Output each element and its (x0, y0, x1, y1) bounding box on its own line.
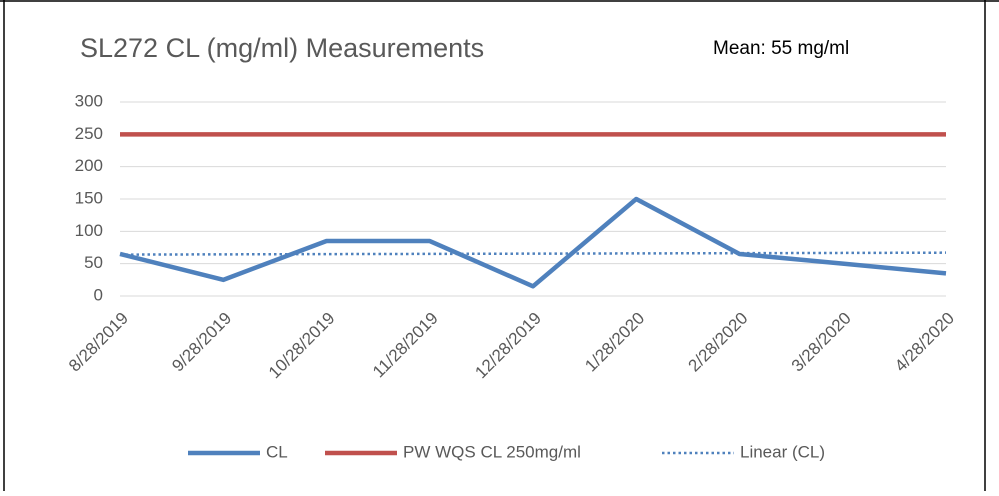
y-tick-label: 0 (94, 285, 103, 304)
y-tick-label: 250 (75, 124, 103, 143)
legend-label: Linear (CL) (740, 442, 825, 461)
y-tick-label: 50 (84, 253, 103, 272)
x-tick-label: 2/28/2020 (685, 309, 752, 376)
series-line (119, 251, 947, 256)
series-line (119, 196, 947, 289)
y-tick-label: 150 (75, 188, 103, 207)
y-tick-label: 100 (75, 221, 103, 240)
x-tick-label: 1/28/2020 (581, 309, 648, 376)
x-tick-label: 8/28/2019 (65, 309, 132, 376)
x-tick-label: 4/28/2020 (891, 309, 958, 376)
legend-label: CL (266, 442, 288, 461)
x-tick-label: 10/28/2019 (265, 309, 339, 383)
x-tick-label: 12/28/2019 (471, 309, 545, 383)
x-tick-label: 11/28/2019 (369, 309, 442, 382)
annotation: Mean: 55 mg/ml (713, 38, 849, 59)
x-tick-label: 3/28/2020 (788, 309, 855, 376)
y-tick-label: 200 (75, 156, 103, 175)
y-tick-label: 300 (75, 91, 103, 110)
legend-label: PW WQS CL 250mg/ml (403, 442, 581, 461)
x-tick-label: 9/28/2019 (168, 309, 235, 376)
chart-title: SL272 CL (mg/ml) Measurements (80, 33, 484, 63)
